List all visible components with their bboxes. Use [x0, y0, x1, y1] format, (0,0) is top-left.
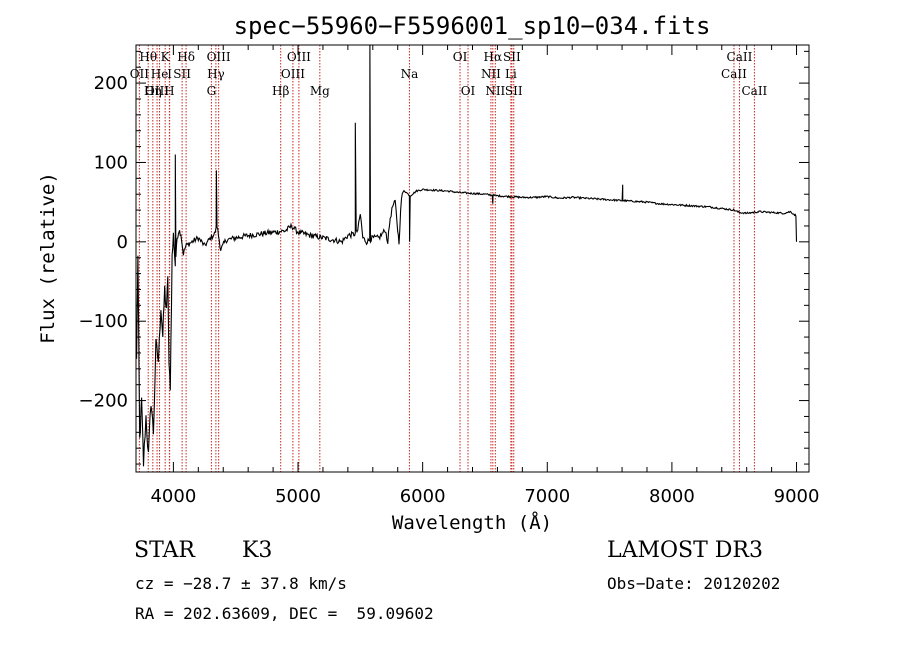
x-axis-label: Wavelength (Å) [392, 511, 552, 534]
spectrum-series [136, 44, 798, 467]
line-label: CaII [721, 67, 747, 81]
line-label: Hβ [272, 84, 289, 98]
spectrum-line [136, 44, 798, 467]
y-tick-label: 200 [94, 73, 128, 94]
line-label: SII [505, 84, 523, 98]
chart-title: spec−55960−F5596001_sp10−034.fits [234, 12, 711, 40]
x-tick-label: 5000 [275, 486, 321, 507]
y-tick-label: −200 [79, 391, 128, 412]
y-axis-label: Flux (relative) [37, 172, 59, 344]
line-label: Hη [144, 84, 162, 98]
line-label: G [207, 84, 217, 98]
line-label: Na [401, 67, 419, 81]
line-label: SII [503, 50, 521, 64]
emission-line-markers [138, 45, 755, 472]
line-label: OI [453, 50, 468, 64]
line-label: OI [461, 84, 476, 98]
line-label: NII [481, 67, 501, 81]
line-label: K [161, 50, 171, 64]
line-label: Li [505, 67, 517, 81]
line-label: CaII [727, 50, 753, 64]
observation-date: Obs−Date: 20120202 [607, 574, 781, 593]
y-tick-label: 0 [117, 232, 128, 253]
line-label: Hθ [139, 50, 157, 64]
x-tick-label: 6000 [400, 486, 446, 507]
x-tick-label: 4000 [150, 486, 196, 507]
coordinates: RA = 202.63609, DEC = 59.09602 [135, 604, 434, 623]
object-subclass: K3 [242, 538, 273, 563]
y-tick-label: −100 [79, 311, 128, 332]
line-label: Hγ [207, 67, 225, 81]
x-tick-label: 8000 [649, 486, 695, 507]
line-label: Hα [484, 50, 503, 64]
line-label: SII [173, 67, 191, 81]
x-axis-ticks: 4000 5000 6000 7000 8000 9000 [150, 45, 819, 507]
line-label: OIII [145, 84, 169, 98]
line-label: I [167, 67, 172, 81]
line-label: OIII [281, 67, 305, 81]
line-label: NII [485, 84, 505, 98]
line-label: Hδ [177, 50, 195, 64]
line-label: OII [130, 67, 150, 81]
x-tick-label: 9000 [774, 486, 820, 507]
line-label: He [151, 67, 169, 81]
redshift-velocity: cz = −28.7 ± 37.8 km/s [135, 574, 347, 593]
object-class: STAR [134, 538, 195, 563]
line-label: H [164, 84, 174, 98]
line-label: Mg [310, 84, 330, 98]
line-label: CaII [741, 84, 767, 98]
plot-frame [135, 44, 810, 473]
x-tick-label: 7000 [524, 486, 570, 507]
y-axis-ticks: −200 −100 0 100 200 [79, 50, 809, 465]
line-label: OIII [287, 50, 311, 64]
survey-name: LAMOST DR3 [607, 538, 763, 563]
line-label: OIII [207, 50, 231, 64]
y-tick-label: 100 [94, 152, 128, 173]
